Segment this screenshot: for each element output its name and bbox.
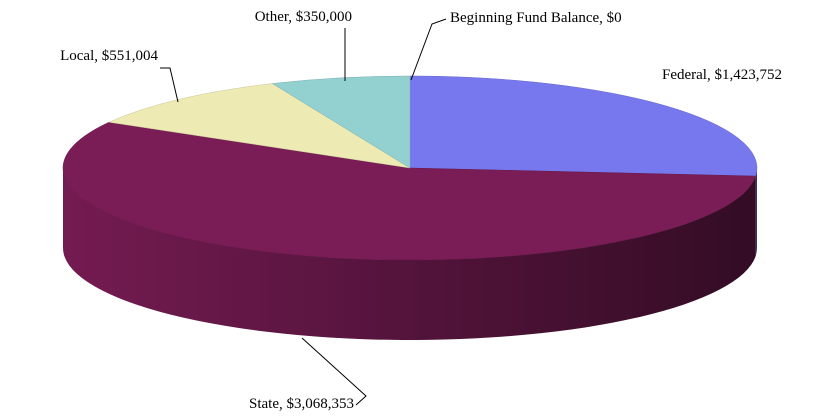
value-label: $551,004 bbox=[102, 48, 159, 64]
pie-slice bbox=[271, 75, 411, 169]
category-name: Beginning Fund Balance bbox=[450, 10, 599, 26]
value-label: $0 bbox=[607, 10, 622, 26]
data-label: Beginning Fund Balance, $0 bbox=[450, 10, 622, 26]
data-label: Local, $551,004 bbox=[60, 48, 158, 64]
value-label: $350,000 bbox=[296, 9, 352, 25]
data-label: Other, $350,000 bbox=[255, 9, 352, 25]
category-name: Other bbox=[255, 9, 289, 25]
leader-line bbox=[410, 18, 447, 81]
pie-tops bbox=[62, 75, 758, 261]
pie-side bbox=[755, 168, 757, 257]
pie-slice bbox=[108, 83, 411, 169]
pie-side bbox=[63, 168, 756, 340]
leader-line bbox=[160, 67, 179, 103]
category-name: Federal bbox=[662, 67, 707, 83]
data-label: Federal, $1,423,752 bbox=[662, 67, 782, 83]
category-name: State bbox=[249, 396, 279, 412]
pie-slice bbox=[409, 75, 758, 177]
pie-slice bbox=[62, 121, 757, 261]
value-label: $1,423,752 bbox=[714, 67, 782, 83]
pie-sides bbox=[63, 168, 757, 340]
category-name: Local bbox=[60, 48, 94, 64]
labels: Beginning Fund Balance, $0 Federal, $1,42… bbox=[60, 9, 782, 412]
data-label: State, $3,068,353 bbox=[249, 396, 354, 412]
value-label: $3,068,353 bbox=[287, 396, 355, 412]
leader-line bbox=[301, 337, 367, 406]
